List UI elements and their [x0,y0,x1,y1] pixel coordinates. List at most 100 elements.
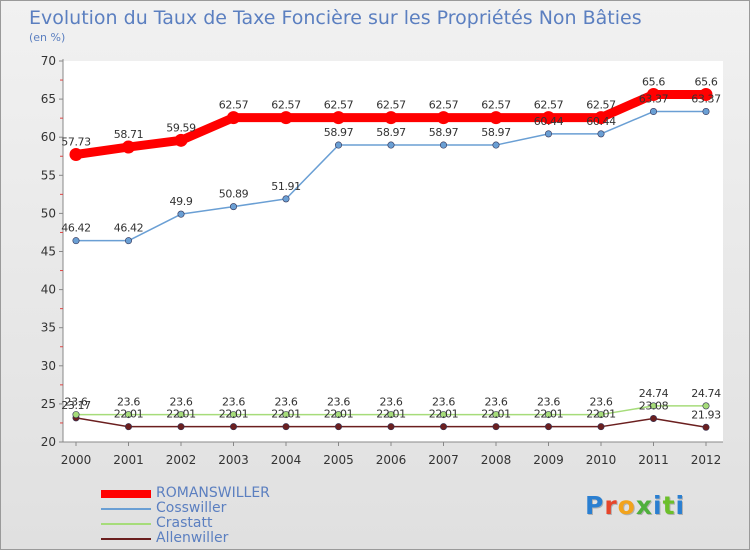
x-tick-label: 2004 [271,453,302,467]
x-tick-label: 2006 [376,453,407,467]
data-label-romanswiller: 62.57 [586,99,616,112]
data-point-cosswiller [72,237,80,245]
logo-letter: i [653,491,663,520]
data-point-crastatt [544,411,552,419]
data-label-allenwiller: 22.01 [481,408,511,421]
x-tick-label: 2010 [586,453,617,467]
data-label-cosswiller: 49.9 [170,195,193,208]
data-label-cosswiller: 46.42 [114,222,144,235]
data-point-crastatt [387,411,395,419]
data-label-crastatt: 23.6 [537,396,560,409]
y-tick-label: 35 [41,321,56,335]
data-label-allenwiller: 22.01 [114,408,144,421]
data-label-romanswiller: 58.71 [114,128,144,141]
data-label-cosswiller: 58.97 [481,126,511,139]
logo-letter: P [585,491,605,520]
chart-title: Evolution du Taux de Taxe Foncière sur l… [29,7,642,29]
logo-letter: r [604,491,618,520]
legend-label: ROMANSWILLER [156,485,270,501]
legend-swatch [101,538,151,540]
data-label-crastatt: 24.74 [691,387,721,400]
data-point-romanswiller [69,147,83,161]
data-point-romanswiller [332,111,345,125]
data-point-allenwiller [544,423,552,431]
x-tick-label: 2001 [113,453,144,467]
data-label-crastatt: 23.6 [590,396,613,409]
data-point-allenwiller [230,423,238,431]
data-point-romanswiller [647,88,660,102]
y-tick-label: 70 [41,54,56,68]
y-tick-label: 60 [41,130,56,144]
logo-letter: i [675,491,686,520]
data-label-crastatt: 23.6 [170,396,193,409]
proxiti-logo: Proxiti [585,491,685,520]
data-label-crastatt: 23.6 [275,396,298,409]
y-unit-label: (en %) [29,31,66,44]
x-tick-label: 2007 [428,453,459,467]
data-label-cosswiller: 63.37 [639,93,669,106]
data-point-cosswiller [282,195,290,203]
data-label-allenwiller: 23.17 [61,399,91,412]
data-label-crastatt: 23.6 [222,396,245,409]
data-point-romanswiller [594,111,608,125]
data-label-romanswiller: 59.59 [166,121,196,134]
data-label-cosswiller: 51.91 [271,180,301,193]
data-label-allenwiller: 22.01 [219,408,249,421]
data-label-cosswiller: 60.44 [534,115,564,128]
data-point-crastatt [702,402,710,410]
data-point-crastatt [230,411,238,419]
data-point-allenwiller [597,423,605,431]
y-tick-label: 40 [41,283,56,297]
data-point-allenwiller [177,423,185,431]
data-label-allenwiller: 22.01 [586,408,616,421]
data-point-allenwiller [125,423,133,431]
data-point-crastatt [282,411,290,419]
data-point-romanswiller [542,111,555,125]
y-tick-label: 45 [41,245,56,259]
data-label-crastatt: 23.6 [380,396,403,409]
data-point-romanswiller [489,111,503,125]
data-label-allenwiller: 21.93 [691,408,721,421]
data-point-romanswiller [384,111,398,125]
data-label-cosswiller: 50.89 [219,188,249,201]
data-point-allenwiller [649,415,657,423]
x-tick-label: 2003 [218,453,249,467]
data-label-allenwiller: 22.01 [166,408,196,421]
data-point-allenwiller [387,423,395,431]
data-label-cosswiller: 58.97 [324,126,354,139]
data-point-cosswiller [597,130,605,138]
data-label-romanswiller: 62.57 [481,99,511,112]
data-point-cosswiller [649,108,657,116]
y-tick-label: 55 [41,168,56,182]
data-label-allenwiller: 22.01 [376,408,406,421]
data-point-crastatt [492,411,500,419]
data-label-crastatt: 23.6 [327,396,350,409]
data-point-romanswiller [227,111,240,125]
logo-letter: x [635,491,653,520]
data-label-crastatt: 24.74 [639,387,669,400]
logo-letter: t [662,491,676,520]
legend-label: Cosswiller [156,500,227,516]
data-label-allenwiller: 22.01 [324,408,354,421]
x-tick-label: 2000 [61,453,92,467]
legend-swatch [101,490,151,498]
data-label-cosswiller: 58.97 [376,126,406,139]
data-label-crastatt: 23.6 [117,396,140,409]
data-point-crastatt [649,402,657,410]
data-label-crastatt: 23.6 [485,396,508,409]
data-label-romanswiller: 65.6 [695,76,718,89]
data-point-cosswiller [125,237,133,245]
data-point-romanswiller [437,111,450,125]
y-tick-label: 30 [41,359,56,373]
data-point-romanswiller [279,111,293,125]
x-tick-label: 2005 [323,453,354,467]
data-label-romanswiller: 62.57 [219,99,249,112]
y-tick-label: 25 [41,397,56,411]
x-tick-label: 2002 [166,453,197,467]
data-point-romanswiller [174,133,188,147]
data-point-cosswiller [492,141,500,149]
data-point-crastatt [439,411,447,419]
data-point-romanswiller [699,88,713,102]
data-point-cosswiller [702,108,710,116]
